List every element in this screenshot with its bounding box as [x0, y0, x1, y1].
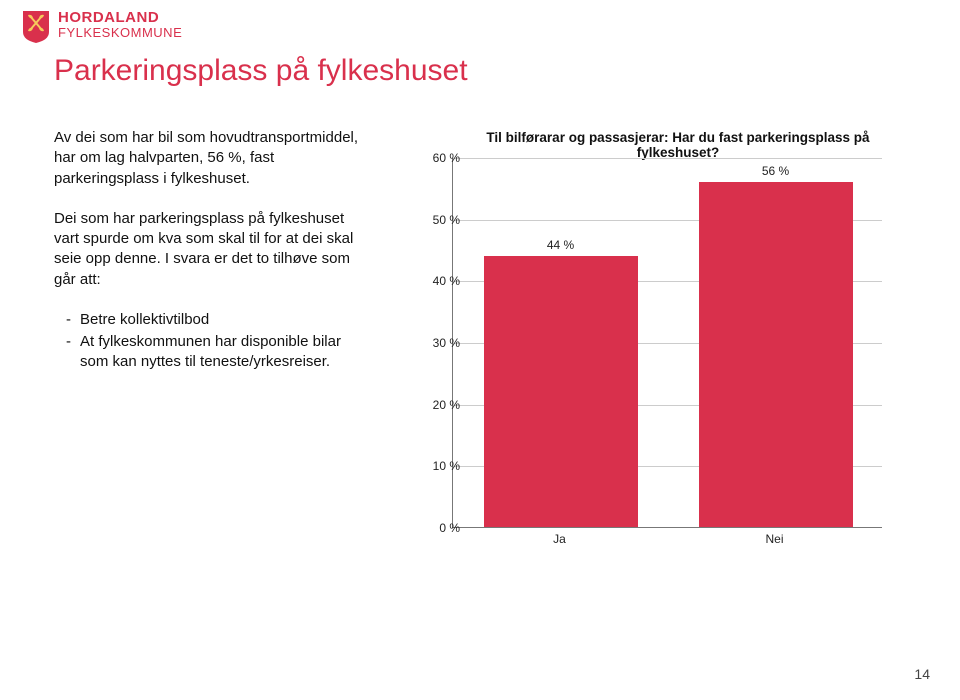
paragraph-2: Dei som har parkeringsplass på fylkeshus…: [54, 209, 364, 290]
y-tick-label: 40 %: [422, 274, 460, 288]
chart-column: Til bilførarar og passasjerar: Har du fa…: [396, 128, 914, 568]
y-tick-label: 10 %: [422, 459, 460, 473]
slide-title: Parkeringsplass på fylkeshuset: [54, 54, 468, 88]
logo: HORDALAND FYLKESKOMMUNE: [22, 10, 182, 44]
gridline: [453, 158, 882, 159]
bar-chart: Til bilførarar og passasjerar: Har du fa…: [396, 128, 896, 568]
bar-value-label: 44 %: [484, 238, 638, 252]
bar: 56 %: [699, 182, 853, 527]
chart-title: Til bilførarar og passasjerar: Har du fa…: [460, 130, 896, 160]
text-column: Av dei som har bil som hovudtransportmid…: [54, 128, 364, 568]
y-tick-label: 50 %: [422, 213, 460, 227]
y-tick-label: 30 %: [422, 336, 460, 350]
logo-text: HORDALAND FYLKESKOMMUNE: [58, 10, 182, 39]
shield-icon: [22, 10, 50, 44]
page-number: 14: [914, 666, 930, 682]
plot-area: 44 % 56 %: [452, 158, 882, 528]
bullet-1: Betre kollektivtilbod: [66, 310, 364, 330]
bullet-list: Betre kollektivtilbod At fylkeskommunen …: [54, 310, 364, 373]
y-tick-label: 0 %: [422, 521, 460, 535]
bar: 44 %: [484, 256, 638, 527]
x-tick-label: Nei: [698, 532, 852, 546]
y-tick-label: 60 %: [422, 151, 460, 165]
x-tick-label: Ja: [483, 532, 637, 546]
body: Av dei som har bil som hovudtransportmid…: [54, 128, 914, 568]
logo-line1: HORDALAND: [58, 10, 182, 26]
logo-line2: FYLKESKOMMUNE: [58, 26, 182, 40]
y-tick-label: 20 %: [422, 398, 460, 412]
bullet-2: At fylkeskommunen har disponible bilar s…: [66, 332, 364, 373]
bar-value-label: 56 %: [699, 164, 853, 178]
paragraph-1: Av dei som har bil som hovudtransportmid…: [54, 128, 364, 189]
